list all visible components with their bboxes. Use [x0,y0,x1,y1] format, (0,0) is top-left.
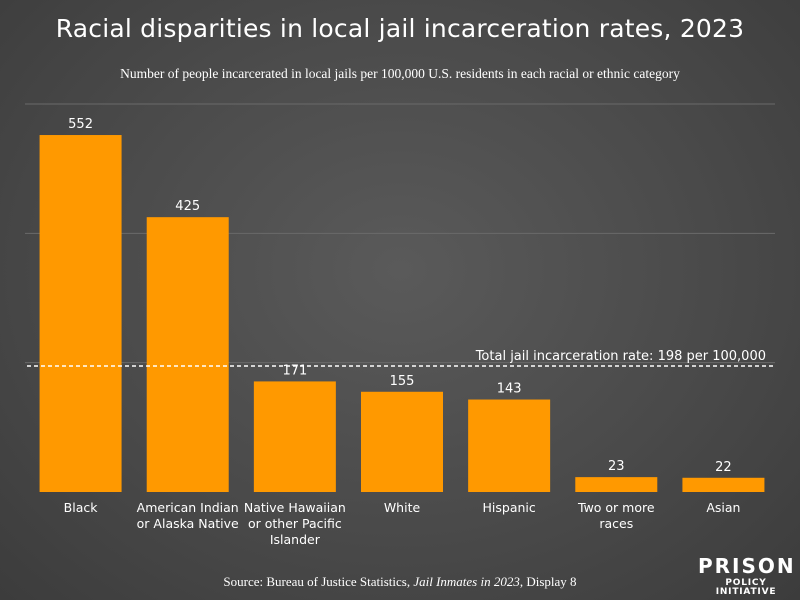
bar [146,217,229,492]
category-label: American Indian or Alaska Native [137,500,239,531]
chart-title: Racial disparities in local jail incarce… [55,14,745,43]
source-title: Jail Inmates in 2023 [413,574,520,589]
category-label: Native Hawaiian or other Pacific Islander [244,500,346,547]
category-label: Hispanic [483,500,536,515]
bar [253,381,336,492]
value-label: 23 [608,459,625,474]
source-prefix: Source: Bureau of Justice Statistics, [223,574,414,589]
source-note: Source: Bureau of Justice Statistics, Ja… [0,574,800,590]
source-suffix: , Display 8 [519,574,577,589]
value-label: 552 [68,117,93,132]
category-label: Two or more races [577,500,655,531]
bar [575,477,658,492]
value-label: 143 [497,382,522,397]
category-label: Black [64,500,99,515]
value-label: 425 [175,199,200,214]
prison-policy-initiative-logo: PRISON POLICY INITIATIVE [698,556,794,597]
bar [682,477,765,492]
value-label: 155 [390,374,415,389]
logo-word-prison: PRISON [698,554,796,578]
logo-word-policy-initiative: POLICY INITIATIVE [715,578,777,597]
bar [361,391,443,492]
category-label: Asian [706,500,740,515]
reference-line-label: Total jail incarceration rate: 198 per 1… [475,349,766,364]
bar [39,135,122,493]
bar [468,399,551,492]
chart-subtitle: Number of people incarcerated in local j… [120,66,680,81]
value-label: 171 [282,363,307,378]
value-label: 22 [715,460,732,475]
category-label: White [384,500,421,515]
